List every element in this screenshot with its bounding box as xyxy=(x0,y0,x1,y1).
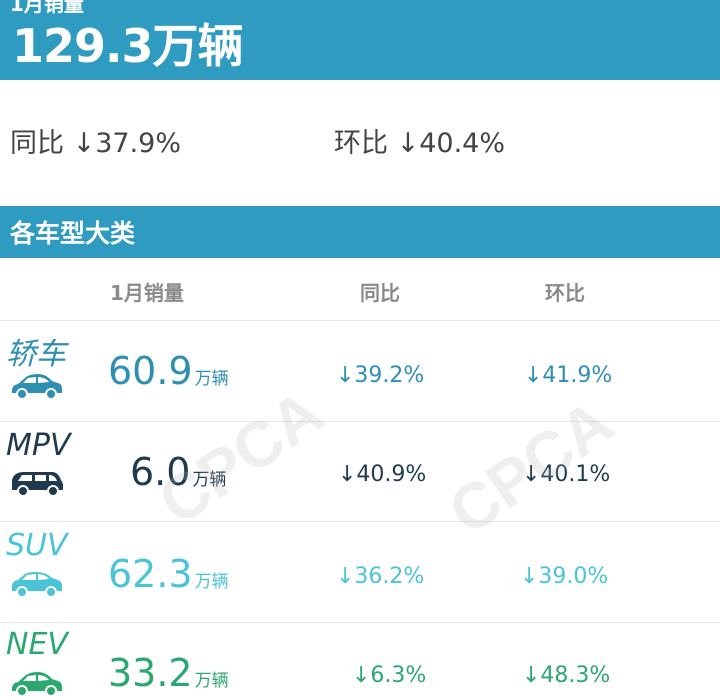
sales-value: 60.9 万辆 xyxy=(108,349,229,393)
sales-number: 6.0 xyxy=(130,450,191,494)
sales-number: 62.3 xyxy=(108,552,193,596)
sales-value: 6.0 万辆 xyxy=(130,450,226,494)
divider xyxy=(0,622,720,623)
nev-icon xyxy=(12,672,62,697)
sales-unit: 万辆 xyxy=(194,369,229,389)
yoy-cell: ↓39.2% xyxy=(336,363,425,388)
column-yoy: 同比 xyxy=(360,281,400,305)
total-sales: 129.3万辆 xyxy=(12,19,244,73)
mom-cell: ↓48.3% xyxy=(522,663,611,688)
table-row: SUV 62.3 万辆 ↓36.2% ↓39.0% xyxy=(0,522,720,622)
vehicle-type-label: NEV xyxy=(6,627,68,662)
section-bar: 各车型大类 xyxy=(0,206,720,258)
mom-summary: 环比 ↓40.4% xyxy=(334,121,505,160)
mom-cell: ↓39.0% xyxy=(520,564,609,589)
mom-cell: ↓41.9% xyxy=(524,363,613,388)
divider xyxy=(0,320,720,321)
mom-value: ↓40.4% xyxy=(396,128,505,159)
table-row: NEV 33.2 万辆 ↓6.3% ↓48.3% xyxy=(0,623,720,697)
sales-unit: 万辆 xyxy=(192,470,227,490)
vehicle-type-label: SUV xyxy=(6,528,68,563)
sales-value: 62.3 万辆 xyxy=(108,552,229,596)
header-bar: 1月销量 129.3万辆 xyxy=(0,0,720,80)
yoy-summary: 同比 ↓37.9% xyxy=(10,121,181,160)
table-row: MPV 6.0 万辆 ↓40.9% ↓40.1% xyxy=(0,422,720,521)
mpv-icon xyxy=(12,472,63,497)
column-mom: 环比 xyxy=(545,281,585,305)
vehicle-type-label: MPV xyxy=(6,428,71,463)
sales-value: 33.2 万辆 xyxy=(108,651,229,695)
header-label: 1月销量 xyxy=(10,0,84,16)
sales-unit: 万辆 xyxy=(194,572,229,592)
mom-label: 环比 xyxy=(334,128,388,159)
yoy-value: ↓37.9% xyxy=(72,128,181,159)
yoy-cell: ↓36.2% xyxy=(336,564,425,589)
sales-number: 33.2 xyxy=(108,651,193,695)
sedan-icon xyxy=(12,374,62,400)
section-title: 各车型大类 xyxy=(10,219,136,248)
yoy-cell: ↓6.3% xyxy=(352,663,427,688)
column-sales: 1月销量 xyxy=(110,281,184,305)
divider xyxy=(0,421,720,422)
yoy-cell: ↓40.9% xyxy=(338,462,427,487)
sales-number: 60.9 xyxy=(108,349,193,393)
yoy-label: 同比 xyxy=(10,128,64,159)
sales-unit: 万辆 xyxy=(194,671,229,691)
suv-icon xyxy=(12,572,62,598)
vehicle-type-label: 轿车 xyxy=(6,337,66,372)
table-row: 轿车 60.9 万辆 ↓39.2% ↓41.9% xyxy=(0,321,720,421)
divider xyxy=(0,521,720,522)
mom-cell: ↓40.1% xyxy=(522,462,611,487)
